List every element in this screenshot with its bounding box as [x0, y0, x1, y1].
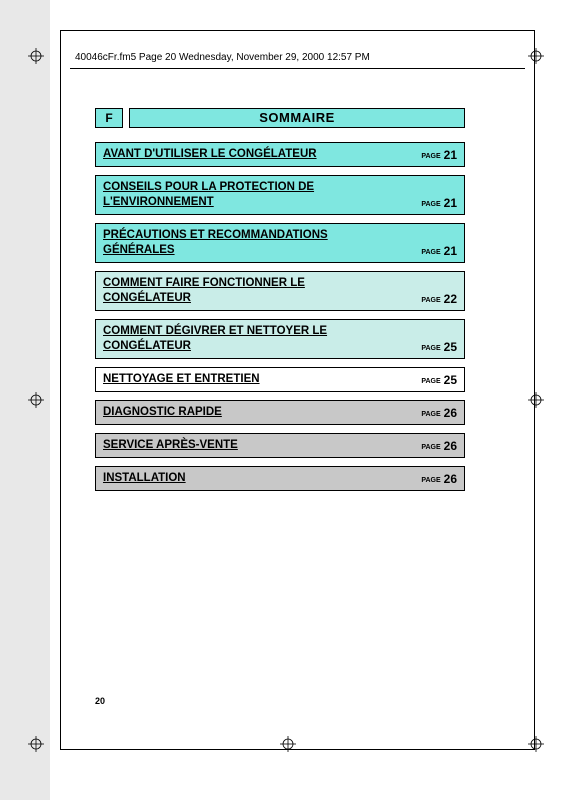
toc-item-page: PAGE 22	[421, 292, 457, 306]
page-label: PAGE	[421, 201, 440, 208]
toc-item-title: INSTALLATION	[103, 471, 457, 486]
toc-item-title: COMMENT DÉGIVRER ET NETTOYER LE CONGÉLAT…	[103, 324, 457, 354]
toc-item-title: COMMENT FAIRE FONCTIONNER LE CONGÉLATEUR	[103, 276, 457, 306]
toc-item-page: PAGE 21	[421, 148, 457, 162]
page-value: 21	[444, 196, 457, 210]
page-value: 25	[444, 340, 457, 354]
toc-item-title: SERVICE APRÈS-VENTE	[103, 438, 457, 453]
page-label: PAGE	[421, 345, 440, 352]
page-header: 40046cFr.fm5 Page 20 Wednesday, November…	[75, 52, 370, 63]
toc-item[interactable]: NETTOYAGE ET ENTRETIENPAGE 25	[95, 367, 465, 392]
language-badge: F	[95, 108, 123, 128]
page-label: PAGE	[421, 477, 440, 484]
page-label: PAGE	[421, 444, 440, 451]
page-value: 21	[444, 148, 457, 162]
toc-list: AVANT D'UTILISER LE CONGÉLATEURPAGE21CON…	[95, 142, 465, 491]
toc-item-page: PAGE 26	[421, 406, 457, 420]
toc-item-title: PRÉCAUTIONS ET RECOMMANDATIONS GÉNÉRALES	[103, 228, 457, 258]
toc-item[interactable]: COMMENT FAIRE FONCTIONNER LE CONGÉLATEUR…	[95, 271, 465, 311]
page-value: 21	[444, 244, 457, 258]
crop-mark-icon	[28, 736, 44, 752]
toc-item-title: AVANT D'UTILISER LE CONGÉLATEUR	[103, 147, 457, 162]
page-label: PAGE	[421, 297, 440, 304]
page-label: PAGE	[421, 411, 440, 418]
page-label: PAGE	[421, 153, 440, 160]
toc-item-page: PAGE 26	[421, 472, 457, 486]
page-number: 20	[95, 696, 105, 706]
toc-item[interactable]: INSTALLATIONPAGE 26	[95, 466, 465, 491]
toc-item[interactable]: CONSEILS POUR LA PROTECTION DE L'ENVIRON…	[95, 175, 465, 215]
header-rule	[70, 68, 525, 69]
toc-item-page: PAGE 21	[421, 244, 457, 258]
page-value: 25	[444, 373, 457, 387]
title-row: F SOMMAIRE	[95, 108, 465, 128]
page-value: 26	[444, 439, 457, 453]
page-value: 26	[444, 406, 457, 420]
toc-item-title: NETTOYAGE ET ENTRETIEN	[103, 372, 457, 387]
toc-item[interactable]: SERVICE APRÈS-VENTEPAGE 26	[95, 433, 465, 458]
toc-item[interactable]: PRÉCAUTIONS ET RECOMMANDATIONS GÉNÉRALES…	[95, 223, 465, 263]
toc-item[interactable]: COMMENT DÉGIVRER ET NETTOYER LE CONGÉLAT…	[95, 319, 465, 359]
toc-item-page: PAGE 25	[421, 373, 457, 387]
page-value: 22	[444, 292, 457, 306]
toc-item-page: PAGE 21	[421, 196, 457, 210]
toc-title: SOMMAIRE	[129, 108, 465, 128]
page-label: PAGE	[421, 249, 440, 256]
page-value: 26	[444, 472, 457, 486]
content-area: F SOMMAIRE AVANT D'UTILISER LE CONGÉLATE…	[95, 108, 465, 499]
toc-item[interactable]: DIAGNOSTIC RAPIDEPAGE 26	[95, 400, 465, 425]
page-label: PAGE	[421, 378, 440, 385]
toc-item[interactable]: AVANT D'UTILISER LE CONGÉLATEURPAGE 21	[95, 142, 465, 167]
crop-mark-icon	[28, 48, 44, 64]
toc-item-page: PAGE 25	[421, 340, 457, 354]
toc-item-page: PAGE 26	[421, 439, 457, 453]
crop-mark-icon	[28, 392, 44, 408]
toc-item-title: CONSEILS POUR LA PROTECTION DE L'ENVIRON…	[103, 180, 457, 210]
toc-item-title: DIAGNOSTIC RAPIDE	[103, 405, 457, 420]
